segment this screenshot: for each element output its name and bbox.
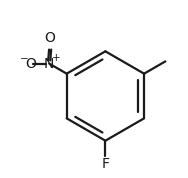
Text: +: + — [52, 53, 60, 63]
Text: O: O — [45, 31, 56, 45]
Text: O: O — [25, 57, 36, 71]
Text: F: F — [101, 157, 109, 171]
Text: N: N — [44, 57, 55, 71]
Text: −: − — [20, 54, 28, 64]
